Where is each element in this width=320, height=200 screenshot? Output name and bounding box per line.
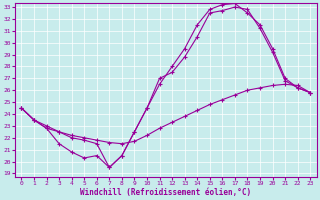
X-axis label: Windchill (Refroidissement éolien,°C): Windchill (Refroidissement éolien,°C) (80, 188, 252, 197)
